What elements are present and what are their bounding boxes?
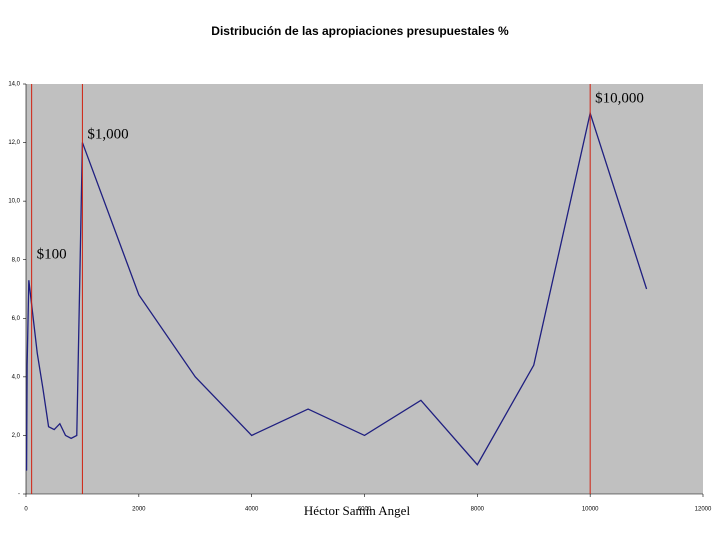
reference-label: $1,000 <box>87 126 128 142</box>
x-tick-label: 12000 <box>695 507 712 513</box>
reference-label: $10,000 <box>595 90 644 106</box>
x-tick-label: 6000 <box>358 507 372 513</box>
x-tick-label: 8000 <box>471 507 485 513</box>
y-tick-label: 2,0 <box>12 433 21 439</box>
x-tick-label: 2000 <box>132 507 146 513</box>
x-tick-label: 10000 <box>582 507 599 513</box>
y-tick-label: - <box>18 492 20 498</box>
y-tick-label: 8,0 <box>12 257 21 263</box>
x-tick-label: 0 <box>24 507 28 513</box>
y-tick-label: 6,0 <box>12 316 21 322</box>
y-tick-label: 10,0 <box>8 199 20 205</box>
data-line <box>25 110 648 471</box>
y-tick-label: 14,0 <box>8 82 20 88</box>
footer: Héctor Samin Angel <box>304 503 411 518</box>
chart-title: Distribución de las apropiaciones presup… <box>211 24 509 38</box>
reference-label: $100 <box>37 246 67 262</box>
x-tick-label: 4000 <box>245 507 259 513</box>
plot-area <box>26 84 703 494</box>
y-tick-label: 4,0 <box>12 374 21 380</box>
y-tick-label: 12,0 <box>8 140 20 146</box>
